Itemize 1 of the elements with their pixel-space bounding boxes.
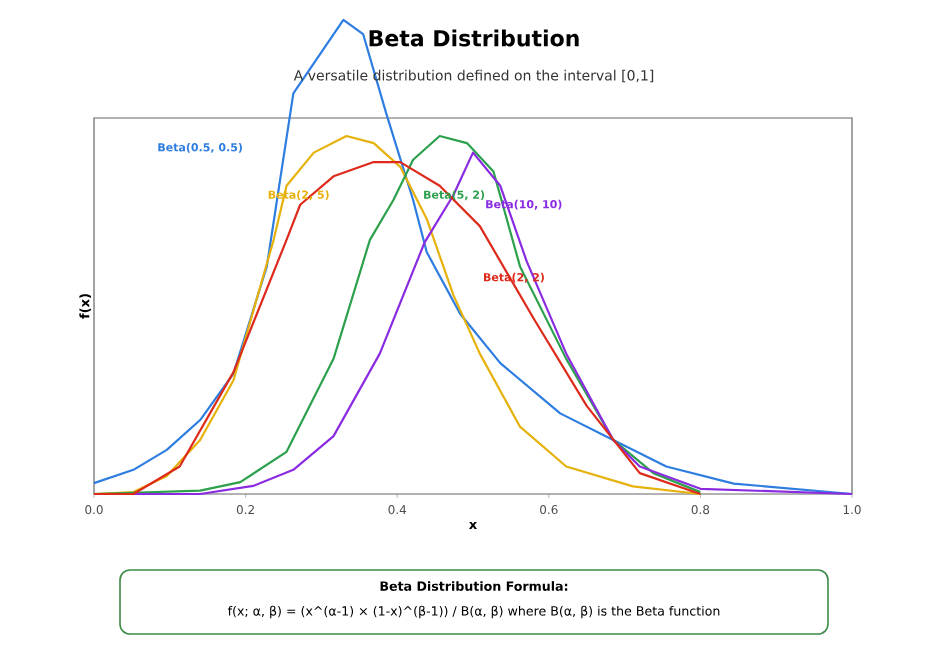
chart-title: Beta Distribution	[369, 29, 579, 47]
